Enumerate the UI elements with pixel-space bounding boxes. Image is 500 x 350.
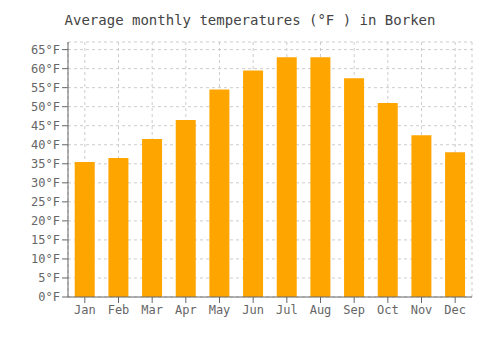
svg-text:Jun: Jun — [242, 303, 264, 317]
svg-text:Nov: Nov — [411, 303, 433, 317]
svg-text:Feb: Feb — [108, 303, 130, 317]
svg-text:50°F: 50°F — [31, 100, 60, 114]
svg-text:Oct: Oct — [377, 303, 399, 317]
svg-text:60°F: 60°F — [31, 62, 60, 76]
svg-text:Jul: Jul — [276, 303, 298, 317]
svg-text:Sep: Sep — [343, 303, 365, 317]
svg-text:35°F: 35°F — [31, 157, 60, 171]
svg-text:15°F: 15°F — [31, 233, 60, 247]
svg-text:Dec: Dec — [444, 303, 466, 317]
svg-text:Aug: Aug — [310, 303, 332, 317]
svg-text:May: May — [209, 303, 231, 317]
svg-text:25°F: 25°F — [31, 195, 60, 209]
svg-text:0°F: 0°F — [38, 290, 60, 304]
svg-text:Mar: Mar — [141, 303, 163, 317]
svg-text:Apr: Apr — [175, 303, 197, 317]
svg-text:45°F: 45°F — [31, 119, 60, 133]
html-text:Average monthly temperatures (: Average monthly temperatures (°F ) in Bo… — [64, 12, 436, 28]
svg-text:10°F: 10°F — [31, 252, 60, 266]
svg-text:20°F: 20°F — [31, 214, 60, 228]
svg-text:65°F: 65°F — [31, 43, 60, 57]
svg-text:55°F: 55°F — [31, 81, 60, 95]
svg-text:40°F: 40°F — [31, 138, 60, 152]
svg-text:5°F: 5°F — [38, 271, 60, 285]
svg-text:30°F: 30°F — [31, 176, 60, 190]
svg-text:Jan: Jan — [74, 303, 96, 317]
